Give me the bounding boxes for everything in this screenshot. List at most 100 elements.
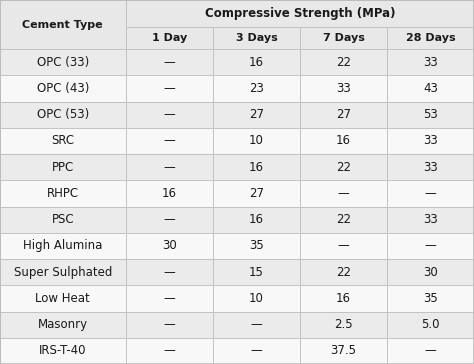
Bar <box>126 128 213 154</box>
Bar <box>387 102 474 128</box>
Bar <box>300 102 387 128</box>
Text: 22: 22 <box>336 266 351 279</box>
Text: 37.5: 37.5 <box>331 344 356 357</box>
Bar <box>213 154 300 180</box>
Bar <box>300 154 387 180</box>
Text: 16: 16 <box>336 134 351 147</box>
Text: 3 Days: 3 Days <box>236 33 277 43</box>
Bar <box>0 102 126 128</box>
Text: PSC: PSC <box>52 213 74 226</box>
Text: 33: 33 <box>423 161 438 174</box>
Text: 35: 35 <box>423 292 438 305</box>
Bar <box>300 233 387 259</box>
Bar <box>387 312 474 338</box>
Bar <box>126 102 213 128</box>
Bar <box>126 102 213 128</box>
Bar <box>213 207 300 233</box>
Bar <box>0 233 126 259</box>
Bar <box>387 312 474 338</box>
Bar <box>0 312 126 338</box>
Bar <box>300 312 387 338</box>
Bar <box>126 285 213 312</box>
Text: 10: 10 <box>249 292 264 305</box>
Text: 33: 33 <box>423 56 438 69</box>
Bar <box>126 154 213 180</box>
Text: OPC (33): OPC (33) <box>36 56 89 69</box>
Text: —: — <box>164 292 175 305</box>
Bar <box>300 180 387 206</box>
Bar <box>213 285 300 312</box>
Bar <box>213 75 300 102</box>
Text: —: — <box>251 344 262 357</box>
Text: 43: 43 <box>423 82 438 95</box>
Bar <box>126 233 213 259</box>
Text: SRC: SRC <box>51 134 74 147</box>
Text: Cement Type: Cement Type <box>22 20 103 29</box>
Bar <box>300 128 387 154</box>
Bar <box>387 27 474 49</box>
Text: High Alumina: High Alumina <box>23 240 102 252</box>
Bar <box>126 338 213 364</box>
Bar <box>126 312 213 338</box>
Bar <box>300 285 387 312</box>
Bar <box>126 75 213 102</box>
Text: IRS-T-40: IRS-T-40 <box>39 344 87 357</box>
Text: 7 Days: 7 Days <box>323 33 365 43</box>
Bar <box>387 285 474 312</box>
Bar <box>0 338 126 364</box>
Bar <box>300 338 387 364</box>
Bar <box>300 128 387 154</box>
Bar <box>0 75 126 102</box>
Bar <box>213 180 300 206</box>
Bar <box>126 180 213 206</box>
Bar <box>126 259 213 285</box>
Bar <box>387 128 474 154</box>
Text: 5.0: 5.0 <box>421 318 440 331</box>
Text: 30: 30 <box>162 240 177 252</box>
Bar <box>387 75 474 102</box>
Bar <box>0 128 126 154</box>
Bar <box>300 49 387 75</box>
Text: —: — <box>164 82 175 95</box>
Text: OPC (43): OPC (43) <box>36 82 89 95</box>
Bar <box>0 259 126 285</box>
Bar <box>0 49 126 75</box>
Bar <box>0 102 126 128</box>
Bar <box>300 338 387 364</box>
Bar <box>0 207 126 233</box>
Text: 23: 23 <box>249 82 264 95</box>
Bar <box>213 233 300 259</box>
Bar <box>126 27 213 49</box>
Bar <box>126 338 213 364</box>
Bar <box>300 75 387 102</box>
Bar <box>300 312 387 338</box>
Bar <box>300 207 387 233</box>
Bar <box>0 0 126 49</box>
Bar <box>213 49 300 75</box>
Bar <box>300 180 387 206</box>
Bar <box>0 233 126 259</box>
Text: 30: 30 <box>423 266 438 279</box>
Text: 22: 22 <box>336 213 351 226</box>
Bar <box>387 180 474 206</box>
Text: Super Sulphated: Super Sulphated <box>14 266 112 279</box>
Bar <box>213 338 300 364</box>
Bar <box>0 0 126 49</box>
Bar <box>387 285 474 312</box>
Bar <box>213 338 300 364</box>
Bar <box>213 154 300 180</box>
Bar <box>387 102 474 128</box>
Text: 22: 22 <box>336 56 351 69</box>
Bar <box>213 49 300 75</box>
Bar <box>126 233 213 259</box>
Bar <box>213 312 300 338</box>
Text: 28 Days: 28 Days <box>406 33 456 43</box>
Bar <box>300 102 387 128</box>
Text: 33: 33 <box>423 213 438 226</box>
Text: 16: 16 <box>249 161 264 174</box>
Bar <box>300 233 387 259</box>
Bar <box>126 207 213 233</box>
Bar <box>0 154 126 180</box>
Bar <box>0 285 126 312</box>
Bar <box>300 285 387 312</box>
